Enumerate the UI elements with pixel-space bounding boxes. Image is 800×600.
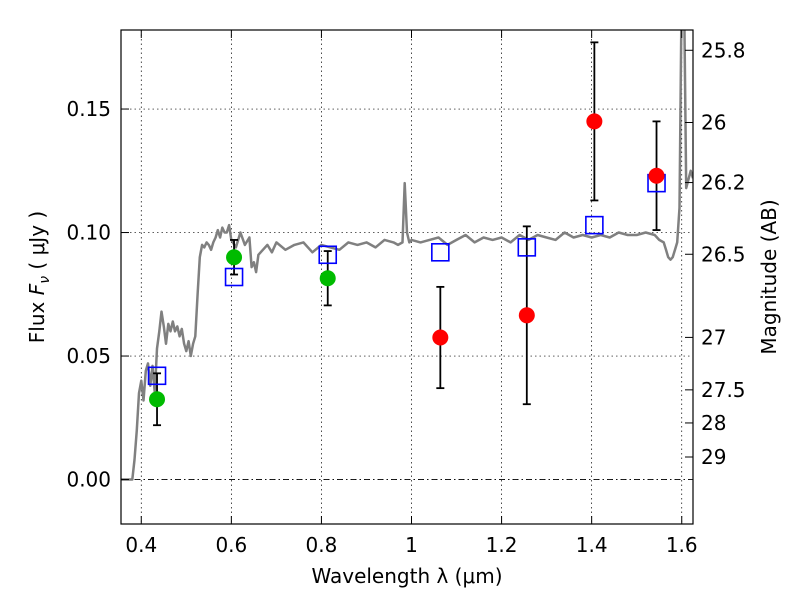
observed-optical-point xyxy=(226,249,243,266)
marker-layer xyxy=(147,113,666,408)
model-photometry-point xyxy=(517,238,537,257)
mag-tick-label: 29 xyxy=(701,445,726,469)
mag-tick-label: 27 xyxy=(701,325,726,349)
mag-tick-label: 26 xyxy=(701,110,726,134)
observed-nir-point xyxy=(586,113,603,130)
y-axis-label-prefix: Flux xyxy=(25,295,49,343)
x-tick-label: 1 xyxy=(405,533,418,557)
spectrum-layer xyxy=(121,30,693,481)
observed-nir-point xyxy=(648,167,665,184)
y-tick-label: 0.10 xyxy=(66,221,111,245)
observed-nir-point xyxy=(432,329,449,346)
model-spectrum-line xyxy=(121,30,693,481)
tick-layer xyxy=(121,30,693,524)
x-axis-label: Wavelength λ (μm) xyxy=(311,564,502,588)
model-photometry-point xyxy=(431,243,450,262)
y-axis-label-subscript: ν xyxy=(37,276,53,284)
observed-optical-point xyxy=(319,270,336,287)
x-tick-label: 0.6 xyxy=(215,533,247,557)
grid-layer xyxy=(121,30,693,524)
y-tick-label: 0.05 xyxy=(66,344,111,368)
model-photometry-point xyxy=(318,245,338,265)
mag-tick-label: 25.8 xyxy=(701,38,746,62)
model-photometry-point xyxy=(224,267,244,287)
mag-tick-label: 26.5 xyxy=(701,242,746,266)
y-tick-label: 0.00 xyxy=(66,468,111,492)
mag-tick-label: 26.2 xyxy=(701,171,746,195)
observed-optical-point xyxy=(149,391,166,408)
x-tick-label: 1.6 xyxy=(666,533,698,557)
y-axis-label-unit: ( μJy ) xyxy=(25,211,49,276)
y-tick-label: 0.15 xyxy=(66,97,111,121)
x-tick-label: 1.2 xyxy=(486,533,518,557)
x-tick-label: 0.4 xyxy=(125,533,157,557)
x-tick-label: 1.4 xyxy=(576,533,608,557)
model-photometry-point xyxy=(147,366,167,386)
mag-tick-label: 27.5 xyxy=(701,378,746,402)
model-photometry-point xyxy=(585,215,604,235)
right-axis-label: Magnitude (AB) xyxy=(757,199,781,354)
y-axis-label-symbol: F xyxy=(25,283,49,295)
tick-label-layer: 0.4 0.6 0.8 1 1.2 1.4 1.6 0.00 0.05 0.10 0.15 25.8 2… xyxy=(66,38,745,557)
y-axis-label: Flux Fν ( μJy ) xyxy=(25,211,53,343)
plot-frame xyxy=(120,29,694,525)
x-tick-label: 0.8 xyxy=(306,533,338,557)
observed-nir-point xyxy=(518,307,535,324)
mag-tick-label: 28 xyxy=(701,411,726,435)
